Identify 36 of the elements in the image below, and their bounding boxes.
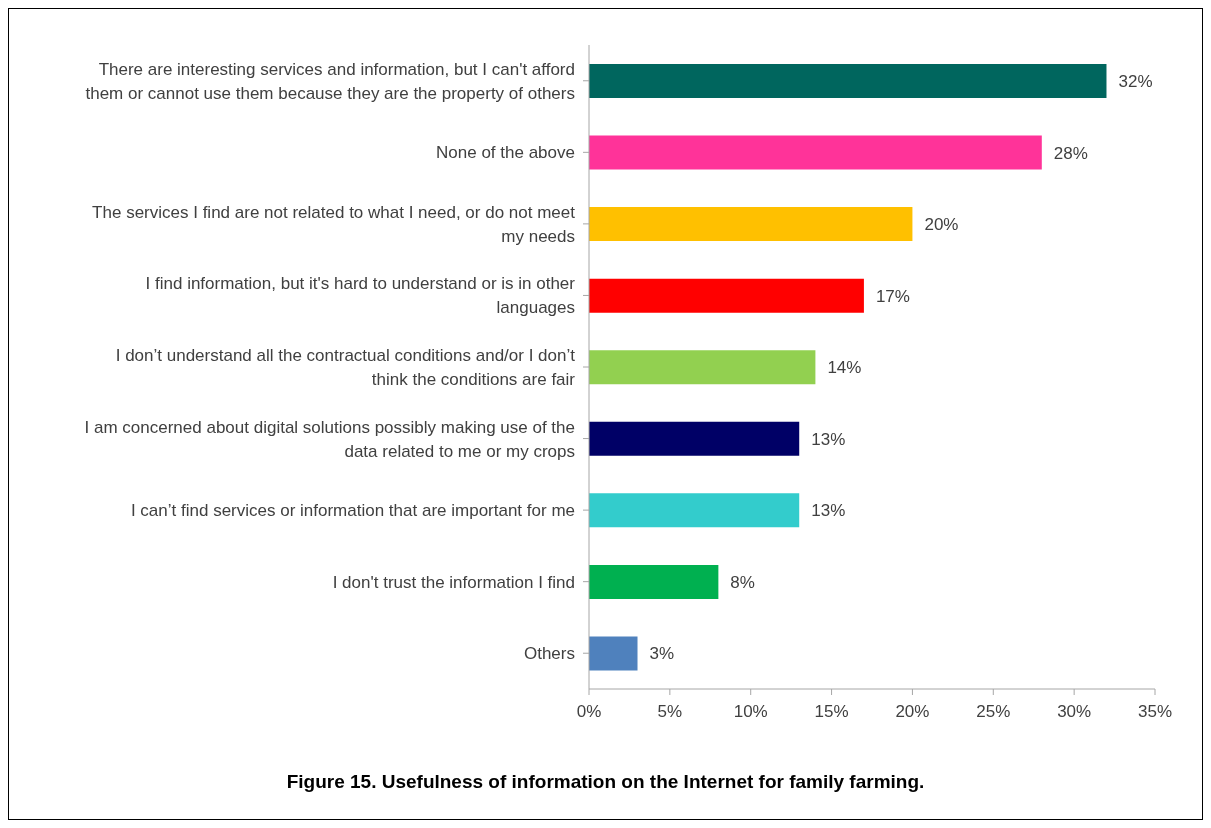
x-tick-label: 30%	[1057, 702, 1092, 722]
data-label: 14%	[827, 358, 862, 378]
y-tick-label: There are interesting services and information, but I can't afford them or cannot use them because they are the property of others	[85, 59, 575, 103]
y-tick-label: I find information, but it's hard to understand or is in other languages	[145, 273, 576, 317]
data-label: 20%	[924, 215, 959, 235]
y-tick-label: Others	[523, 643, 575, 663]
text: Figure 15. Usefulness of information on the Internet for family farming.	[285, 771, 926, 793]
bar	[589, 278, 864, 313]
y-tick-label: I don’t understand all the contractual conditions and/or I don’t think the conditions are fair	[115, 345, 576, 389]
data-label: 13%	[811, 429, 846, 449]
data-label: 28%	[1053, 143, 1088, 163]
x-tick-label: 35%	[1137, 702, 1173, 722]
x-tick-label: 15%	[814, 702, 849, 722]
x-tick-label: 5%	[657, 702, 683, 722]
x-tick-label: 25%	[976, 702, 1011, 722]
bar	[589, 135, 1042, 170]
x-tick-label: 20%	[895, 702, 930, 722]
y-tick-label: I can’t find services or information that are important for me	[130, 500, 575, 520]
y-tick-label: I am concerned about digital solutions possibly making use of the data related to me or my crops	[84, 417, 575, 461]
bar	[589, 636, 638, 671]
data-label: 17%	[875, 286, 910, 306]
bar	[589, 493, 800, 528]
y-tick-label: I don't trust the information I find	[332, 572, 575, 592]
bar	[589, 64, 1107, 98]
data-label: 13%	[811, 501, 846, 521]
bar	[589, 564, 719, 599]
bar	[589, 350, 816, 385]
data-label: 32%	[1118, 72, 1153, 92]
x-tick-label: 0%	[576, 702, 602, 722]
y-tick-label: None of the above	[436, 142, 575, 162]
x-tick-label: 10%	[733, 702, 768, 722]
bar	[589, 207, 913, 242]
y-tick-label: The services I find are not related to what I need, or do not meet my needs	[92, 202, 576, 246]
data-label: 8%	[730, 572, 755, 592]
bar	[589, 421, 800, 456]
data-label: 3%	[649, 644, 675, 664]
